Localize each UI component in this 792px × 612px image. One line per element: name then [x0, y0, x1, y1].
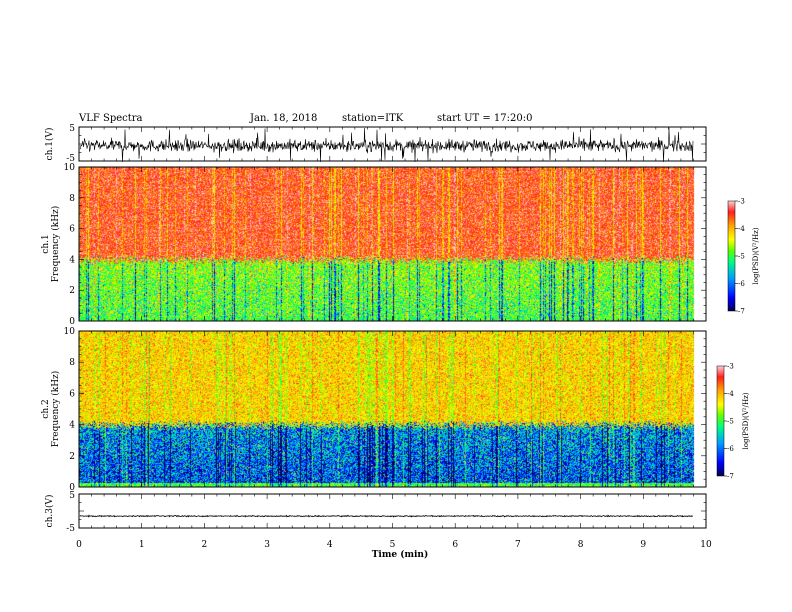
ch1-spectrogram-heatmap — [79, 167, 706, 321]
ytick-label: 0 — [69, 483, 75, 493]
time-axis-tick-labels: 0 1 2 3 4 5 6 7 8 9 10 — [76, 540, 712, 550]
axis-tick-marks — [78, 126, 707, 529]
colorbar-tick-label: -5 — [727, 418, 734, 426]
ytick-label: 8 — [69, 358, 75, 368]
ytick-label: 10 — [64, 327, 76, 337]
ytick-label: 2 — [69, 286, 75, 296]
ch3-ylabel: ch.3(V) — [44, 495, 55, 528]
ch1-ytick-bottom: -5 — [66, 154, 75, 164]
ch1-waveform-frame — [78, 126, 707, 162]
ytick-label: 2 — [69, 452, 75, 462]
time-tick-label: 8 — [578, 540, 584, 550]
ch2-spectrogram-ylabel-frequency: Frequency (kHz) — [50, 371, 61, 448]
ytick-label: 10 — [64, 163, 76, 173]
ch1-ylabel: ch.1(V) — [44, 128, 55, 161]
time-axis-label: Time (min) — [372, 549, 429, 560]
ch1-colorbar-ticks: -3 -4 -5 -6 -7 — [735, 198, 745, 316]
ch2-colorbar-label: log(PSD)(V²/Hz) — [742, 392, 750, 449]
time-tick-label: 1 — [139, 540, 145, 550]
ch1-colorbar-label: log(PSD)(V²/Hz) — [752, 227, 760, 284]
time-axis: 0 1 2 3 4 5 6 7 8 9 10 Time (min) — [76, 540, 712, 560]
colorbar-tick-label: -6 — [727, 445, 734, 453]
ch3-waveform-frame — [78, 493, 707, 529]
ch1-ytick-top: 5 — [69, 124, 75, 134]
ytick-label: 4 — [69, 255, 75, 265]
ytick-label: 6 — [69, 389, 75, 399]
plot-title: VLF Spectra — [79, 113, 143, 124]
ytick-label: 6 — [69, 225, 75, 235]
colorbar-tick-label: -7 — [727, 473, 734, 481]
ch2-spectrogram-yticks: 0 2 4 6 8 10 — [64, 327, 76, 493]
colorbar-tick-label: -3 — [727, 363, 734, 371]
time-tick-label: 2 — [202, 540, 208, 550]
ytick-label: 8 — [69, 194, 75, 204]
ch1-spectrogram-ylabel-channel: ch.1 — [41, 234, 51, 253]
ytick-label: 4 — [69, 421, 75, 431]
time-tick-label: 0 — [76, 540, 82, 550]
ch3-ytick-top: 5 — [69, 491, 75, 501]
colorbar-tick-label: -7 — [738, 308, 745, 316]
ch1-spectrogram-ylabel-frequency: Frequency (kHz) — [50, 206, 61, 283]
ch1-waveform-trace — [79, 127, 694, 163]
station-label: station=ITK — [342, 113, 404, 124]
time-tick-label: 6 — [452, 540, 458, 550]
ch3-waveform-trace — [79, 514, 694, 518]
ch2-spectrogram-ylabel-channel: ch.2 — [41, 399, 51, 418]
ch3-waveform-panel: 5 -5 ch.3(V) — [44, 491, 707, 534]
ch1-spectrogram-yticks: 0 2 4 6 8 10 — [64, 163, 76, 327]
colorbar-tick-label: -4 — [738, 225, 745, 233]
time-tick-label: 4 — [327, 540, 333, 550]
time-tick-label: 3 — [264, 540, 270, 550]
ytick-label: 0 — [69, 317, 75, 327]
ch2-colorbar-ticks: -3 -4 -5 -6 -7 — [724, 363, 734, 481]
time-tick-label: 7 — [515, 540, 521, 550]
ch2-spectrogram-heatmap — [79, 331, 706, 487]
time-tick-label: 10 — [700, 540, 712, 550]
colorbar-tick-label: -6 — [738, 280, 745, 288]
time-tick-label: 5 — [390, 540, 396, 550]
ch1-colorbar — [727, 200, 736, 312]
start-ut-label: start UT = 17:20:0 — [437, 113, 533, 124]
colorbar-tick-label: -3 — [738, 198, 745, 206]
time-tick-label: 9 — [640, 540, 646, 550]
ch1-waveform-panel: 5 -5 ch.1(V) — [44, 124, 707, 164]
colorbar-tick-label: -4 — [727, 390, 734, 398]
colorbar-tick-label: -5 — [738, 253, 745, 261]
ch2-colorbar — [716, 365, 725, 477]
date-label: Jan. 18, 2018 — [250, 113, 318, 124]
ch3-ytick-bottom: -5 — [66, 524, 75, 534]
